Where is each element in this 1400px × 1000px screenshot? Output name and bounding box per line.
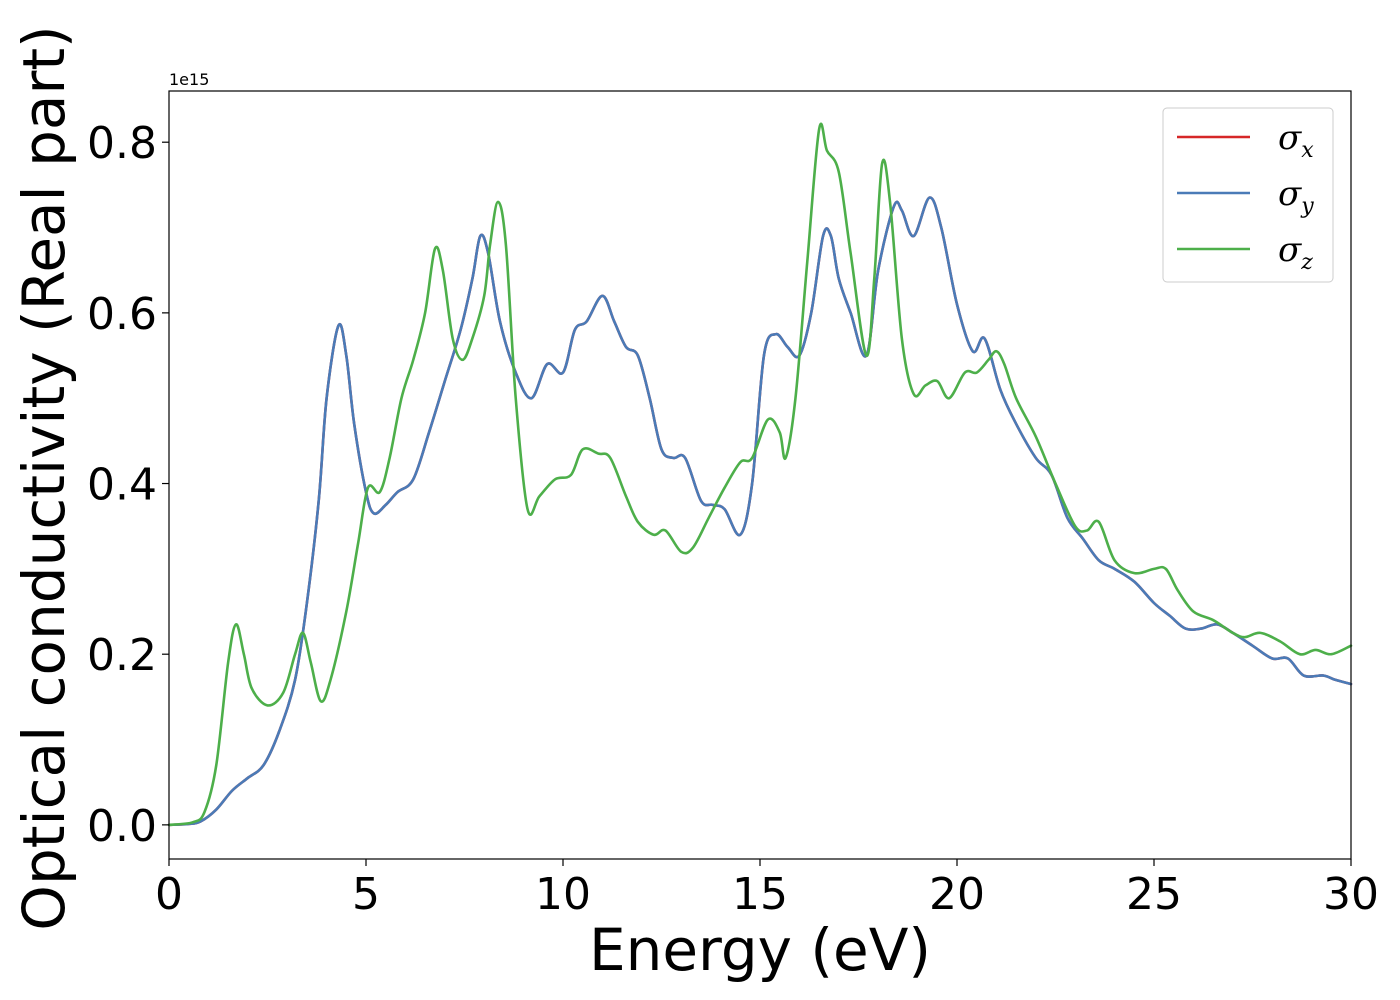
y-tick-label: 0.2 xyxy=(87,630,157,681)
y-axis-ticks: 0.0 0.2 0.4 0.6 0.8 xyxy=(87,118,169,852)
legend-label-y: σy xyxy=(1278,174,1314,219)
x-axis-ticks: 0 5 10 15 20 25 30 xyxy=(155,859,1379,920)
x-tick-label: 5 xyxy=(352,869,380,920)
x-tick-label: 25 xyxy=(1126,869,1182,920)
x-axis-title: Energy (eV) xyxy=(589,916,931,984)
legend-label-z: σz xyxy=(1278,230,1313,275)
y-tick-label: 0.8 xyxy=(87,118,157,169)
y-axis-title: Optical conductivity (Real part) xyxy=(10,25,78,930)
y-tick-label: 0.6 xyxy=(87,289,157,340)
x-tick-label: 15 xyxy=(732,869,788,920)
y-tick-label: 0.4 xyxy=(87,460,157,511)
y-tick-label: 0.0 xyxy=(87,801,157,852)
x-tick-label: 20 xyxy=(929,869,985,920)
x-tick-label: 10 xyxy=(535,869,591,920)
series-line-y xyxy=(167,196,1353,827)
legend: σx σy σz xyxy=(1162,107,1334,283)
x-tick-label: 0 xyxy=(155,869,183,920)
y-offset-label: 1e15 xyxy=(169,70,209,89)
legend-label-x: σx xyxy=(1278,118,1314,163)
series-line-z xyxy=(167,122,1353,827)
legend-box xyxy=(1162,107,1334,283)
series-layer xyxy=(167,122,1353,827)
x-tick-label: 30 xyxy=(1323,869,1379,920)
